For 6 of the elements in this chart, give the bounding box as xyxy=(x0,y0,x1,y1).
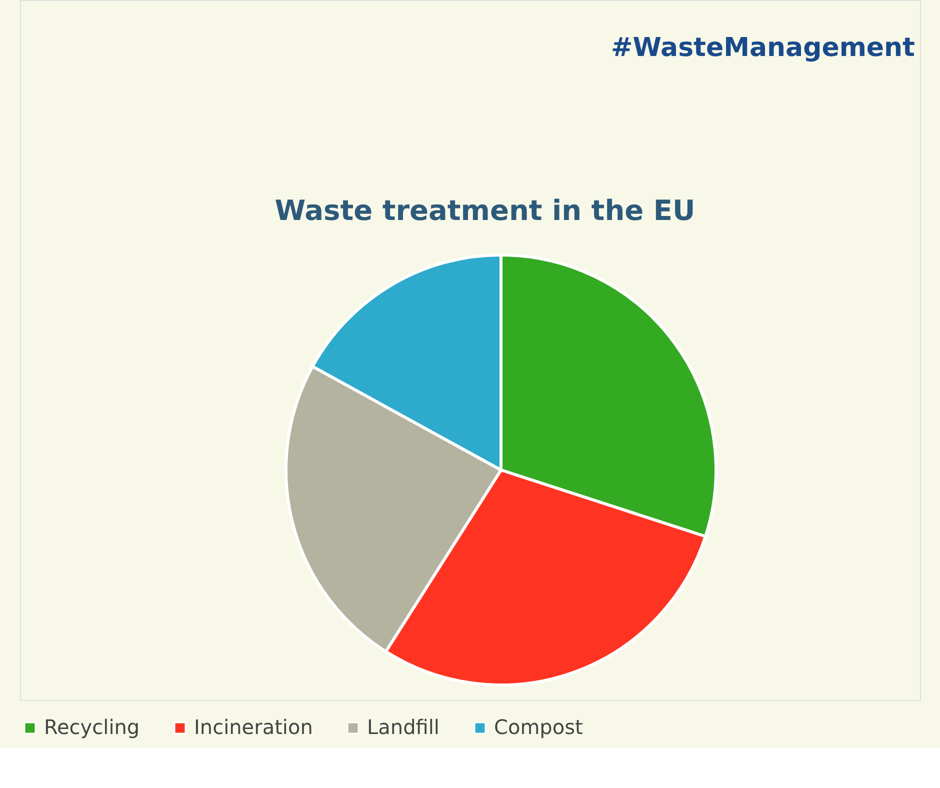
text: #WasteManagement xyxy=(610,33,915,63)
legend-label: Landfill xyxy=(367,715,440,739)
legend-label: Compost xyxy=(494,715,584,739)
legend-label: Incineration xyxy=(194,715,313,739)
legend-label: Recycling xyxy=(44,715,140,739)
chart-title: Waste treatment in the EU xyxy=(274,194,696,227)
